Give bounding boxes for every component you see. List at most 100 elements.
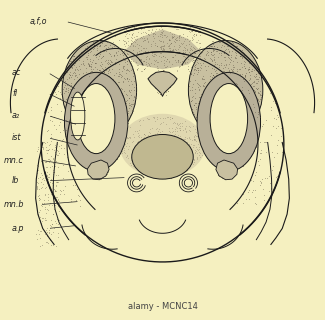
Point [66, 97, 72, 102]
Point [150, 137, 155, 142]
Point [119, 134, 124, 140]
Point [205, 111, 211, 116]
Point [80, 58, 85, 63]
Point [219, 163, 225, 168]
Point [80, 155, 85, 160]
Point [159, 30, 164, 36]
Point [260, 124, 265, 129]
Point [254, 66, 259, 71]
Point [63, 87, 68, 92]
Point [126, 102, 131, 108]
Point [86, 125, 92, 131]
Point [241, 128, 246, 133]
Point [148, 167, 153, 172]
Point [177, 138, 182, 143]
Point [215, 114, 220, 119]
Point [213, 123, 218, 128]
Point [71, 107, 76, 112]
Point [56, 203, 61, 208]
Point [214, 68, 219, 73]
Point [54, 244, 59, 249]
Point [210, 116, 215, 122]
Point [118, 132, 124, 137]
Point [227, 90, 233, 95]
Point [92, 65, 98, 70]
Point [129, 41, 134, 46]
Point [120, 64, 125, 69]
Point [222, 107, 227, 112]
Point [228, 94, 234, 100]
Point [91, 113, 96, 118]
Point [164, 41, 169, 46]
Point [161, 163, 166, 168]
Point [233, 171, 239, 176]
Point [239, 163, 244, 168]
Point [113, 60, 118, 65]
Point [47, 117, 52, 122]
Point [93, 79, 98, 84]
Point [211, 72, 216, 77]
Point [96, 88, 101, 93]
Point [90, 109, 95, 115]
Point [192, 90, 198, 95]
Point [239, 61, 244, 66]
Point [101, 66, 106, 71]
Point [103, 110, 109, 115]
Point [197, 122, 202, 127]
Point [74, 187, 79, 192]
Point [110, 113, 115, 118]
Point [101, 98, 106, 103]
Point [38, 175, 43, 180]
Point [133, 152, 138, 157]
Point [233, 79, 239, 84]
Point [103, 49, 108, 54]
Point [82, 130, 87, 135]
Point [169, 54, 175, 59]
Point [236, 95, 241, 100]
Point [91, 134, 96, 139]
Point [93, 116, 98, 121]
Point [125, 146, 131, 151]
Point [166, 139, 171, 144]
Point [219, 83, 224, 88]
Point [224, 162, 229, 167]
Point [103, 103, 108, 108]
Point [214, 121, 220, 126]
Point [68, 100, 73, 105]
Point [256, 108, 261, 113]
Point [64, 118, 69, 123]
Point [231, 165, 236, 171]
Point [75, 107, 81, 112]
Point [160, 164, 165, 169]
Point [96, 162, 101, 167]
Point [39, 228, 44, 233]
Point [37, 243, 42, 248]
Point [234, 44, 239, 49]
Point [46, 127, 51, 132]
Point [214, 145, 220, 150]
Point [182, 163, 187, 168]
Point [85, 118, 90, 123]
Point [266, 154, 272, 159]
Point [156, 156, 161, 161]
Point [145, 169, 150, 174]
Point [253, 188, 258, 193]
Point [210, 152, 215, 157]
Point [200, 124, 205, 129]
Point [104, 97, 110, 102]
Point [169, 170, 174, 175]
Point [52, 170, 57, 175]
Point [154, 81, 160, 86]
Point [118, 45, 123, 51]
Point [214, 76, 219, 81]
Point [238, 105, 243, 110]
Point [108, 53, 113, 59]
Point [84, 164, 89, 170]
Point [162, 83, 167, 88]
Point [85, 105, 90, 110]
Point [94, 166, 99, 171]
Point [190, 157, 195, 162]
Point [88, 130, 93, 135]
Point [139, 149, 144, 154]
Point [125, 77, 130, 82]
